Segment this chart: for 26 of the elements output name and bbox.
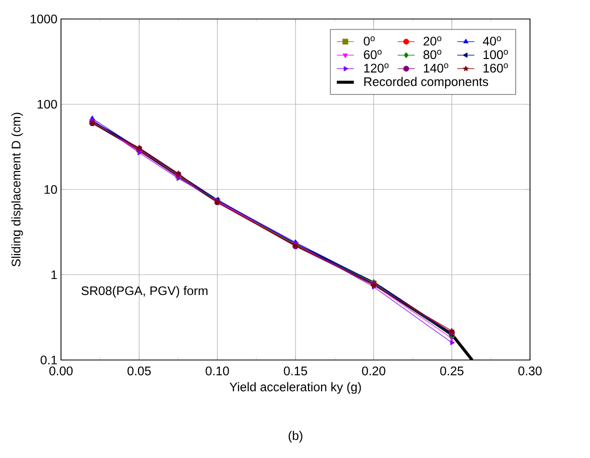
legend-label: 60$^{o}$	[364, 50, 382, 60]
y-tick-label: 10	[44, 185, 57, 194]
y-axis-title: Sliding displacement D (cm)	[11, 112, 23, 266]
x-tick-label: 0.00	[49, 366, 73, 376]
text: (b)	[288, 430, 302, 442]
x-tick-label: 0.10	[206, 366, 229, 376]
legend-label: 100$^{o}$	[484, 50, 508, 60]
y-tick-label: 1000	[30, 14, 57, 24]
x-tick-label: 0.20	[362, 366, 386, 376]
x-tick-label: 0.15	[284, 366, 308, 376]
y-tick-label: 1	[52, 270, 57, 280]
legend-label: 0$^{o}$	[364, 36, 375, 46]
legend-label: Recorded components	[364, 76, 488, 89]
legend-label: 80$^{o}$	[424, 50, 442, 60]
legend-label: 160$^{o}$	[484, 63, 508, 73]
legend-label: 20$^{o}$	[424, 36, 442, 46]
x-tick-label: 0.05	[128, 366, 151, 376]
legend-label: 140$^{o}$	[424, 63, 448, 73]
y-tick-label: 100	[38, 100, 57, 109]
x-tick-label: 0.30	[518, 366, 542, 376]
x-tick-label: 0.25	[440, 366, 464, 376]
y-tick-label: 0.1	[40, 356, 57, 364]
legend-label: 40$^{o}$	[482, 36, 501, 46]
x-axis-title: Yield acceleration ky (g)	[230, 382, 361, 394]
annotation: SR08(PGA, PGV) form	[82, 286, 208, 298]
legend-label: 120$^{o}$	[364, 63, 389, 73]
